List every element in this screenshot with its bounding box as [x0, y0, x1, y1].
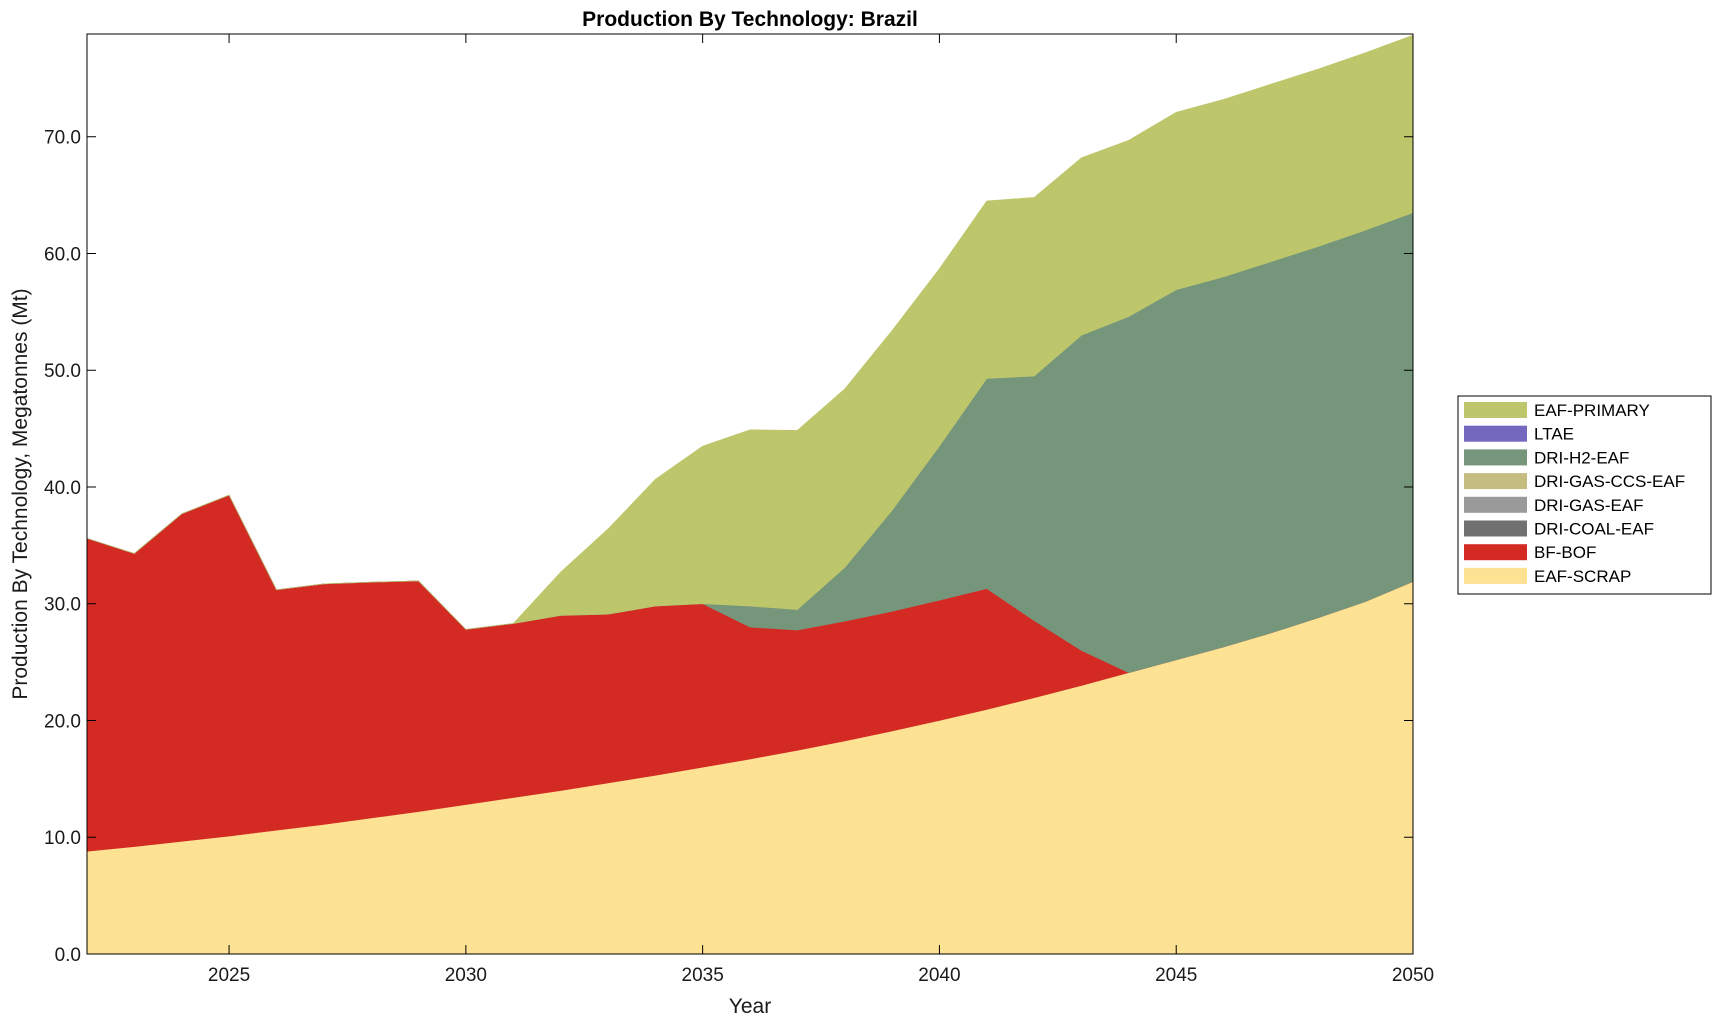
legend-swatch-eaf-scrap [1464, 567, 1527, 584]
y-axis-label: Production By Technology, Megatonnes (Mt… [9, 288, 32, 699]
area-layer [86, 34, 1414, 955]
legend-swatch-ltae [1464, 425, 1527, 442]
x-tick-label: 2040 [918, 965, 960, 986]
x-tick-label: 2035 [682, 965, 724, 986]
x-tick-label: 2030 [445, 965, 487, 986]
legend-swatch-dri-gas-ccs-eaf [1464, 473, 1527, 490]
legend-swatch-dri-coal-eaf [1464, 520, 1527, 537]
legend-label-dri-h2-eaf: DRI-H2-EAF [1534, 448, 1629, 467]
chart-title: Production By Technology: Brazil [582, 8, 918, 31]
y-tick-label: 40.0 [44, 478, 81, 499]
x-tick-label: 2045 [1155, 965, 1197, 986]
x-tick-label: 2050 [1392, 965, 1434, 986]
legend-swatch-dri-h2-eaf [1464, 449, 1527, 466]
y-tick-label: 10.0 [44, 828, 81, 849]
y-tick-label: 20.0 [44, 711, 81, 732]
legend-label-eaf-scrap: EAF-SCRAP [1534, 567, 1631, 586]
legend-swatch-bf-bof [1464, 544, 1527, 561]
legend-label-bf-bof: BF-BOF [1534, 543, 1596, 562]
legend-label-ltae: LTAE [1534, 425, 1574, 444]
legend: EAF-PRIMARY LTAE DRI-H2-EAF DRI-GAS-CCS-EAF… [1457, 395, 1712, 595]
legend-label-dri-coal-eaf: DRI-COAL-EAF [1534, 520, 1654, 539]
y-tick-label: 0.0 [55, 945, 81, 966]
y-tick-label: 70.0 [44, 128, 81, 149]
legend-label-dri-gas-ccs-eaf: DRI-GAS-CCS-EAF [1534, 472, 1685, 491]
tick-layer: 2025 2030 2035 2040 2045 2050 0.0 10.0 20.0 30.0 4… [44, 34, 1434, 986]
y-tick-label: 30.0 [44, 595, 81, 616]
y-tick-label: 50.0 [44, 361, 81, 382]
plot-frame [86, 33, 1414, 955]
x-axis-label: Year [729, 995, 771, 1018]
y-tick-label: 60.0 [44, 244, 81, 265]
legend-label-dri-gas-eaf: DRI-GAS-EAF [1534, 496, 1644, 515]
x-tick-label: 2025 [208, 965, 250, 986]
legend-swatch-dri-gas-eaf [1464, 496, 1527, 513]
legend-label-eaf-primary: EAF-PRIMARY [1534, 401, 1650, 420]
legend-swatch-eaf-primary [1464, 402, 1527, 418]
